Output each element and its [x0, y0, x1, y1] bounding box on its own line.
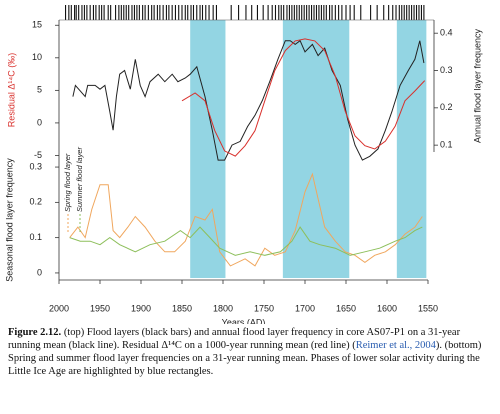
chart: -5 0 5 10 15 Residual Δ¹⁴C (‰) 0.1 0.2 0.3 0.4 Ann…: [4, 5, 482, 324]
caption-reference[interactable]: Reimer et al., 2004: [355, 340, 436, 351]
y-axis-label: Seasonal flood layer frequency: [4, 158, 14, 282]
series-line: [69, 172, 423, 267]
x-tick-label: 1550: [418, 303, 438, 313]
y-tick-label: 5: [37, 85, 42, 95]
y-tick-label: 0.3: [29, 161, 42, 171]
y-tick-label: 15: [32, 20, 42, 30]
y2-tick-label: 0.1: [440, 140, 453, 150]
x-tick-label: 1700: [295, 303, 315, 313]
y2-tick-label: 0.3: [440, 65, 453, 75]
x-tick-label: 2000: [49, 303, 69, 313]
y-tick-label: 0: [37, 117, 42, 127]
caption-text: (top) Flood layers (black bars) and annu…: [8, 327, 461, 351]
x-tick-label: 1650: [336, 303, 356, 313]
legend-label: Summer flood layer: [75, 146, 84, 212]
y-tick-label: -5: [34, 150, 42, 160]
series-line: [72, 39, 425, 161]
y2-tick-label: 0.4: [440, 28, 453, 38]
x-tick-label: 1950: [90, 303, 110, 313]
y-axis-label: Residual Δ¹⁴C (‰): [6, 53, 16, 127]
series-line: [69, 226, 423, 256]
y-tick-label: 0.1: [29, 232, 42, 242]
x-tick-label: 1750: [254, 303, 274, 313]
highlight: [396, 20, 427, 278]
caption-text: ). (bottom) Spring and summer flood laye…: [8, 340, 482, 377]
y-tick-label: 0: [37, 267, 42, 277]
x-tick-label: 1850: [172, 303, 192, 313]
y2-tick-label: 0.2: [440, 102, 453, 112]
x-axis-label: Years (AD): [222, 317, 266, 324]
caption-label: Figure 2.12.: [8, 327, 62, 338]
legend-label: Spring flood layer: [63, 153, 72, 212]
highlight: [190, 20, 226, 278]
x-tick-label: 1900: [131, 303, 151, 313]
highlight: [282, 20, 350, 278]
y-tick-label: 0.2: [29, 197, 42, 207]
y-tick-label: 10: [32, 52, 42, 62]
caption: Figure 2.12. (top) Flood layers (black b…: [8, 326, 492, 378]
y2-axis-label: Annual flood layer frequency: [472, 28, 482, 143]
series-line: [181, 38, 426, 157]
x-tick-label: 1800: [213, 303, 233, 313]
x-tick-label: 1600: [377, 303, 397, 313]
